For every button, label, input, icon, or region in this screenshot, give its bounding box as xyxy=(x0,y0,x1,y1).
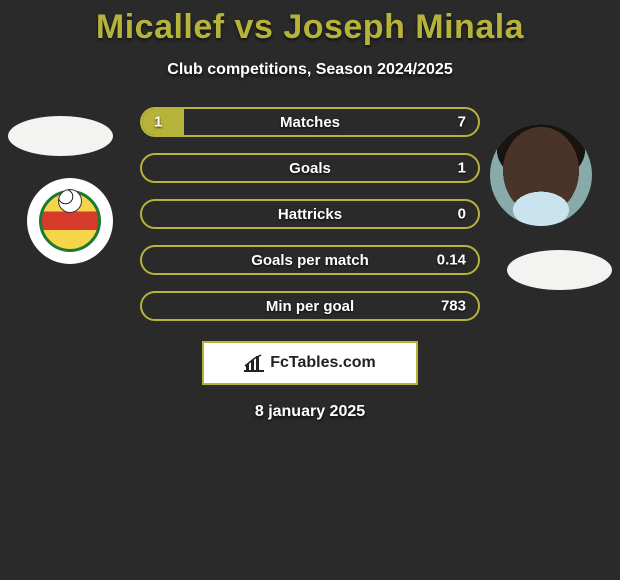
stat-label: Hattricks xyxy=(278,206,342,223)
stat-row-hattricks: Hattricks 0 xyxy=(140,199,480,229)
content-root: Micallef vs Joseph Minala Club competiti… xyxy=(0,0,620,580)
stat-row-gpm: Goals per match 0.14 xyxy=(140,245,480,275)
stat-right-value: 0.14 xyxy=(437,252,466,269)
page-subtitle: Club competitions, Season 2024/2025 xyxy=(167,61,452,79)
stat-label: Matches xyxy=(280,114,340,131)
brand-box: FcTables.com xyxy=(202,341,418,385)
stat-label: Min per goal xyxy=(266,298,354,315)
stat-row-matches: 1 Matches 7 xyxy=(140,107,480,137)
stat-right-value: 783 xyxy=(441,298,466,315)
stat-right-value: 1 xyxy=(458,160,466,177)
stat-right-value: 7 xyxy=(458,114,466,131)
bar-chart-icon xyxy=(244,354,264,372)
stat-label: Goals per match xyxy=(251,252,369,269)
stat-left-value: 1 xyxy=(154,114,162,131)
stat-right-value: 0 xyxy=(458,206,466,223)
stat-row-goals: Goals 1 xyxy=(140,153,480,183)
stat-row-mpg: Min per goal 783 xyxy=(140,291,480,321)
stats-area: 1 Matches 7 Goals 1 Hattricks 0 Goals pe… xyxy=(0,107,620,321)
stat-fill xyxy=(142,109,184,135)
page-title: Micallef vs Joseph Minala xyxy=(96,8,524,47)
brand-text: FcTables.com xyxy=(270,354,376,372)
stat-label: Goals xyxy=(289,160,331,177)
footer-date: 8 january 2025 xyxy=(255,403,365,421)
